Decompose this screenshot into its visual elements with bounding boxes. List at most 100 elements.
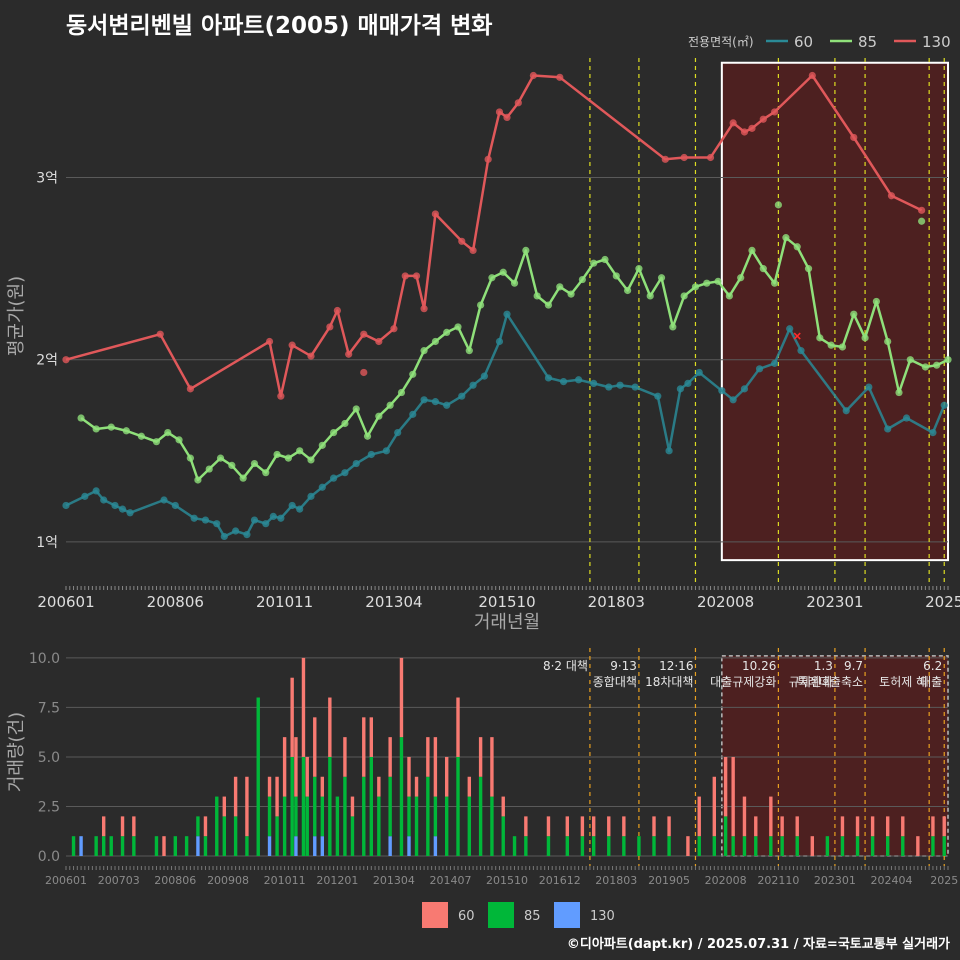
bar-segment-60	[320, 776, 325, 797]
y-tick-label: 3억	[36, 171, 58, 187]
bar-segment-60	[565, 816, 570, 837]
data-point-85	[933, 361, 941, 369]
bar-segment-85	[697, 836, 701, 856]
bar-segment-60	[686, 836, 690, 856]
data-point-60	[865, 383, 873, 391]
bar-segment-60	[433, 737, 438, 797]
bar-segment-60	[407, 756, 411, 797]
x-tick-label: 202404	[870, 874, 912, 887]
bar-segment-60	[885, 816, 890, 837]
data-point-85	[296, 447, 304, 455]
bar-segment-85	[109, 836, 113, 856]
bar-segment-85	[407, 796, 411, 837]
y-tick-label: 10.0	[29, 651, 60, 667]
bar-segment-85	[184, 836, 189, 856]
data-point-85	[205, 465, 213, 473]
x-tick-label: 201011	[256, 593, 313, 611]
bar-segment-60	[328, 697, 332, 757]
data-point-85	[522, 246, 530, 255]
data-point-130	[360, 368, 368, 377]
policy-label: 토허제 해	[879, 675, 927, 689]
bar-segment-60	[478, 737, 483, 777]
bar-segment-85	[203, 836, 208, 856]
bar-segment-85	[565, 836, 570, 856]
bar-segment-130	[196, 836, 200, 856]
data-point-60	[940, 401, 948, 409]
data-point-60	[616, 381, 624, 389]
data-point-85	[884, 337, 892, 346]
x-tick-label: 201612	[539, 874, 581, 887]
x-tick-label: 200806	[147, 593, 204, 611]
x-tick-label: 201803	[595, 874, 637, 887]
bar-segment-60	[362, 717, 366, 777]
bar-segment-60	[780, 816, 784, 837]
data-point-85	[465, 347, 473, 355]
data-point-85	[122, 427, 130, 435]
data-point-85	[918, 217, 926, 225]
policy-label: 10.26	[742, 659, 776, 673]
data-point-60	[443, 401, 451, 409]
bar-segment-60	[546, 816, 551, 837]
data-point-130	[850, 133, 858, 142]
bar-segment-85	[591, 836, 596, 856]
x-tick-label: 202110	[757, 874, 799, 887]
y-axis-label: 거래량(건)	[6, 712, 27, 792]
data-point-60	[118, 505, 127, 513]
data-point-60	[341, 469, 349, 477]
data-point-60	[495, 337, 504, 346]
data-point-85	[850, 310, 858, 318]
data-point-60	[220, 532, 228, 541]
legend-label-130: 130	[922, 33, 951, 51]
bar-segment-60	[591, 816, 596, 837]
bar-segment-60	[840, 816, 845, 837]
bar-segment-60	[942, 816, 946, 837]
data-point-130	[771, 108, 779, 116]
bar-segment-85	[870, 836, 875, 856]
bar-segment-60	[931, 816, 935, 837]
data-point-130	[412, 272, 421, 280]
bar-segment-85	[780, 836, 784, 856]
bar-segment-85	[256, 697, 260, 856]
bar-segment-85	[154, 836, 159, 856]
data-point-85	[307, 456, 315, 464]
data-point-60	[676, 385, 684, 393]
data-point-85	[352, 405, 360, 413]
bar-segment-130	[294, 836, 298, 856]
x-tick-label: 201304	[373, 874, 415, 887]
cross-marker	[793, 332, 801, 340]
data-point-60	[330, 474, 338, 482]
data-point-60	[318, 483, 326, 491]
bar-segment-85	[101, 836, 106, 856]
bar-segment-60	[467, 776, 472, 797]
data-point-85	[544, 301, 553, 309]
data-point-85	[341, 419, 349, 428]
bar-segment-85	[942, 836, 946, 856]
policy-label: 대출	[920, 675, 942, 689]
data-point-85	[499, 268, 507, 276]
data-point-60	[100, 496, 108, 504]
bar-segment-85	[222, 816, 227, 856]
data-point-130	[503, 113, 511, 122]
data-point-85	[330, 429, 338, 437]
data-point-85	[771, 279, 779, 287]
bar-segment-85	[215, 796, 219, 856]
x-tick-label: 201201	[316, 874, 358, 887]
bar-segment-130	[388, 836, 392, 856]
bar-segment-85	[290, 756, 294, 856]
bar-segment-85	[301, 756, 306, 856]
data-point-85	[601, 255, 609, 264]
legend-swatch-85	[488, 902, 514, 928]
data-point-85	[906, 356, 914, 364]
data-point-130	[661, 155, 669, 163]
data-point-60	[288, 501, 296, 510]
data-point-130	[808, 71, 816, 80]
bar-segment-60	[490, 737, 494, 797]
data-point-130	[288, 341, 296, 349]
bar-segment-85	[769, 836, 773, 856]
data-point-85	[578, 275, 586, 284]
chart-title: 동서변리벤빌 아파트(2005) 매매가격 변화	[66, 13, 493, 39]
policy-label: 8·2 대책	[543, 658, 588, 673]
x-tick-label: 202008	[697, 593, 754, 611]
data-point-60	[352, 459, 360, 468]
